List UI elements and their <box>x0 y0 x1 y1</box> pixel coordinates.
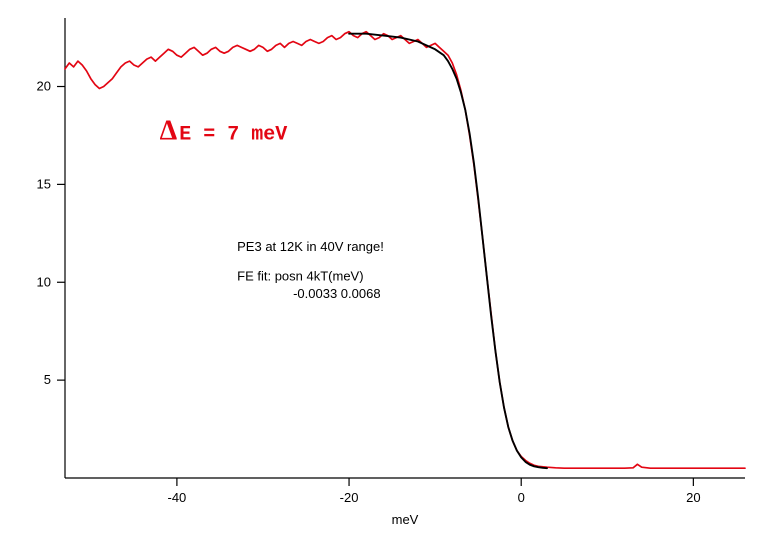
x-axis-label: meV <box>392 512 419 527</box>
y-tick-label: 5 <box>44 372 51 387</box>
line-chart: 5101520-40-20020meVΔE = 7 meVPE3 at 12K … <box>0 0 767 533</box>
y-tick-label: 20 <box>37 79 51 94</box>
chart-container: 5101520-40-20020meVΔE = 7 meVPE3 at 12K … <box>0 0 767 533</box>
caption-line-2a: FE fit: posn 4kT(meV) <box>237 268 363 283</box>
x-tick-label: -20 <box>340 490 359 505</box>
caption-line-1: PE3 at 12K in 40V range! <box>237 239 384 254</box>
chart-background <box>0 0 767 533</box>
x-tick-label: 20 <box>686 490 700 505</box>
x-tick-label: -40 <box>168 490 187 505</box>
y-tick-label: 15 <box>37 176 51 191</box>
x-tick-label: 0 <box>518 490 525 505</box>
y-tick-label: 10 <box>37 274 51 289</box>
caption-line-2b: -0.0033 0.0068 <box>293 286 380 301</box>
